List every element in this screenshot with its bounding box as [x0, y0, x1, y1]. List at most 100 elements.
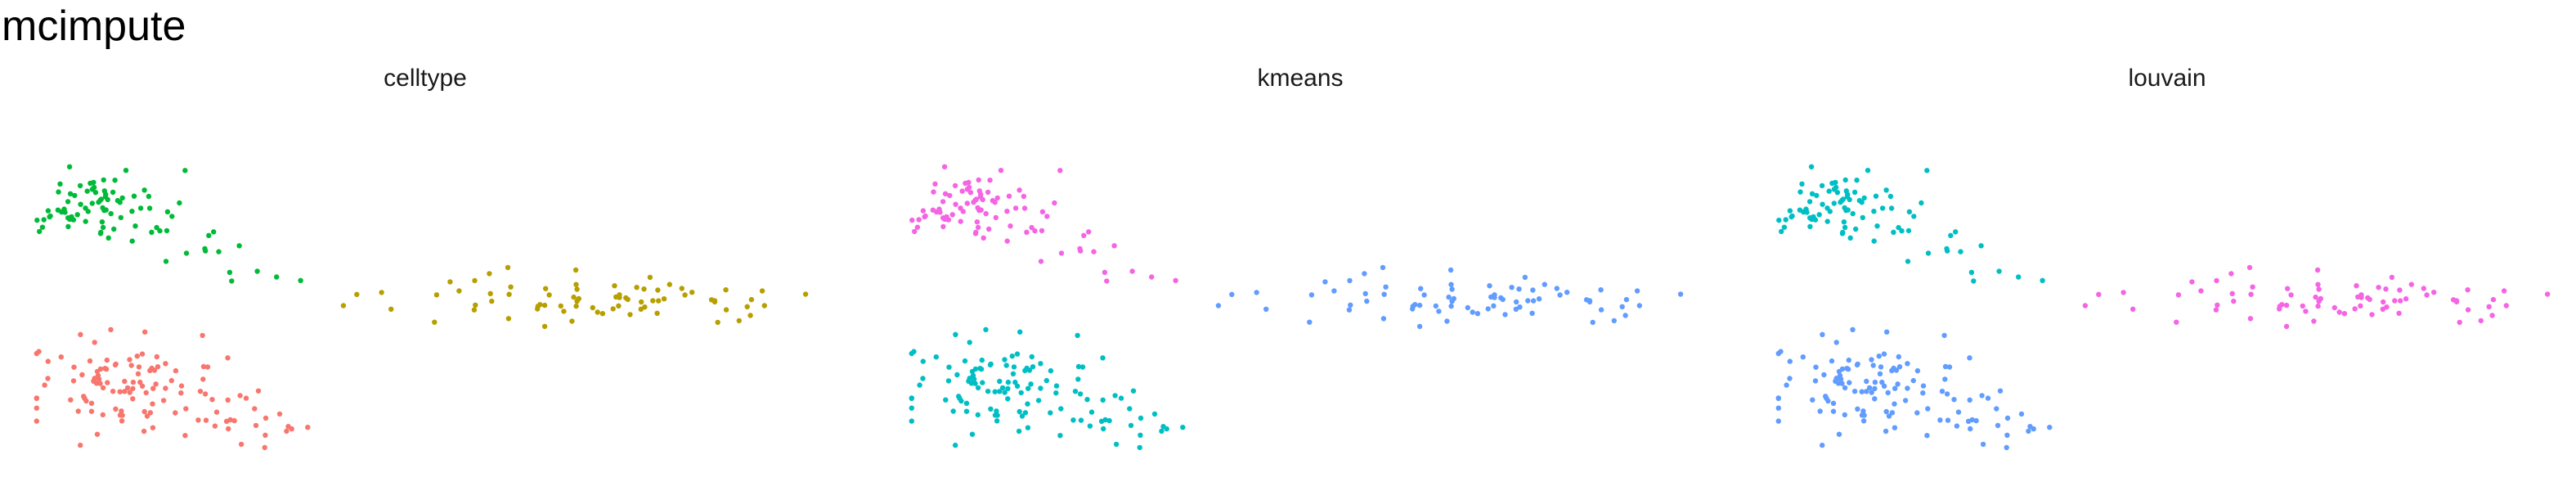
data-point [505, 264, 511, 271]
data-point [1491, 303, 1497, 309]
data-point [1954, 423, 1960, 429]
data-point [226, 426, 231, 432]
data-point [1307, 319, 1313, 325]
data-point [1891, 365, 1896, 372]
data-point [1847, 380, 1852, 385]
data-point [1322, 279, 1328, 285]
data-point [2004, 444, 2009, 451]
data-point [966, 184, 972, 191]
data-point [1470, 309, 1475, 315]
data-point [1173, 277, 1178, 283]
data-point [954, 372, 960, 378]
data-point [1016, 187, 1022, 193]
data-point [1842, 412, 1847, 418]
data-point [1383, 284, 1389, 290]
data-point [909, 217, 915, 223]
data-point [1781, 224, 1788, 230]
data-point [1997, 388, 2004, 394]
data-point [57, 181, 63, 187]
data-point [2082, 303, 2089, 309]
data-point [213, 409, 220, 415]
data-point [1005, 379, 1012, 385]
data-point [1021, 193, 1027, 200]
data-point [2465, 307, 2471, 313]
data-point [122, 389, 128, 394]
data-point [969, 368, 976, 375]
data-point [1502, 312, 1508, 318]
data-point [2215, 302, 2220, 308]
data-point [973, 196, 980, 202]
data-point [154, 354, 159, 360]
data-point [34, 217, 40, 223]
data-point [1380, 264, 1386, 271]
data-point [1380, 316, 1387, 322]
data-point [163, 259, 169, 264]
data-point [1973, 417, 1979, 424]
data-point [2431, 290, 2437, 295]
data-point [1775, 405, 1781, 411]
data-point [2453, 299, 2460, 305]
data-point [1106, 417, 1112, 424]
data-point [1362, 271, 1367, 277]
data-point [1416, 323, 1423, 330]
data-point [487, 291, 493, 296]
data-point [1137, 444, 1142, 451]
data-point [97, 381, 103, 386]
data-point [114, 197, 121, 204]
data-point [1864, 389, 1869, 394]
data-point [1850, 327, 1856, 332]
data-point [1634, 288, 1640, 294]
data-point [1331, 288, 1337, 294]
data-point [1018, 390, 1024, 396]
data-point [227, 269, 233, 275]
facet-panel-celltype: celltype [34, 65, 809, 451]
data-point [2229, 291, 2235, 296]
data-point [1014, 383, 1021, 389]
data-point [1879, 379, 1885, 385]
data-point [87, 358, 93, 364]
data-point [2355, 294, 2361, 300]
data-point [761, 303, 767, 309]
data-point [940, 199, 946, 205]
data-point [2303, 309, 2309, 314]
data-point [88, 400, 95, 406]
data-point [1012, 205, 1019, 211]
data-point [1842, 224, 1848, 231]
data-point [616, 303, 622, 309]
data-point [1075, 332, 1080, 339]
data-point [45, 376, 51, 381]
data-point [173, 367, 179, 374]
data-point [79, 372, 85, 378]
data-point [1488, 294, 1494, 300]
data-point [1830, 400, 1837, 406]
data-point [1138, 415, 1144, 421]
data-point [39, 224, 46, 230]
data-point [2300, 303, 2305, 309]
data-point [1130, 388, 1137, 394]
data-point [1058, 406, 1064, 412]
data-point [354, 291, 360, 297]
data-point [105, 196, 110, 203]
data-point [144, 413, 150, 419]
data-point [967, 190, 974, 196]
data-point [206, 232, 212, 238]
data-point [150, 401, 155, 407]
data-point [1914, 410, 1920, 416]
data-point [276, 411, 283, 417]
data-point [1529, 310, 1535, 316]
data-point [1914, 367, 1921, 374]
data-point [1070, 417, 1076, 423]
data-point [1854, 178, 1860, 183]
data-point [388, 306, 394, 312]
data-point [1346, 307, 1353, 313]
data-point [1779, 228, 1784, 235]
data-point [1995, 422, 2001, 429]
data-point [1924, 433, 1930, 439]
data-point [1953, 229, 1959, 235]
data-point [1485, 306, 1491, 312]
data-point [1860, 408, 1866, 414]
data-point [119, 412, 125, 418]
data-point [960, 209, 967, 214]
data-point [1896, 224, 1901, 231]
data-point [225, 355, 231, 361]
